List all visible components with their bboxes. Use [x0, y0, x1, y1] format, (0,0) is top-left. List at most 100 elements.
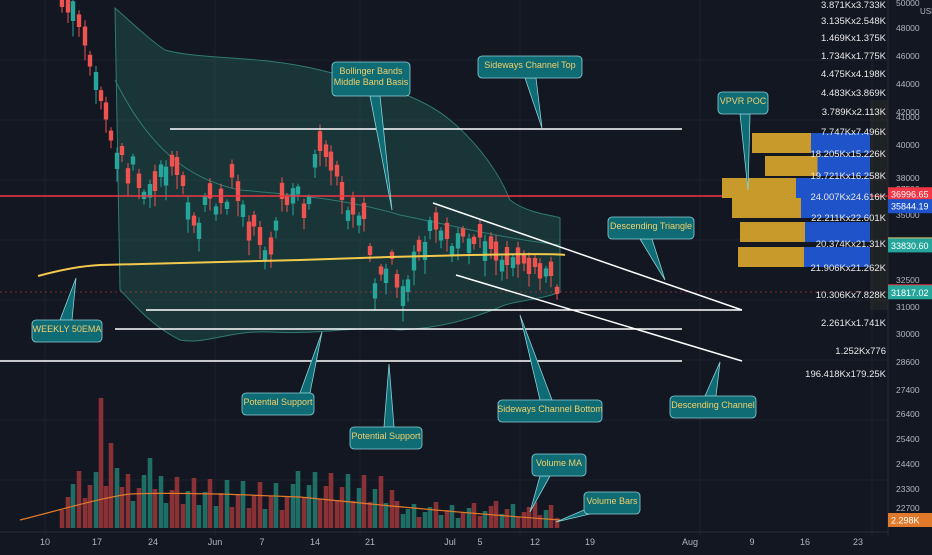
- candle-body: [427, 220, 433, 231]
- candle-body: [70, 1, 76, 21]
- candle-body: [499, 259, 505, 272]
- candle-body: [334, 164, 340, 177]
- potential-support-1-callout-text: Potential Support: [243, 397, 313, 407]
- volume-bar: [284, 497, 290, 528]
- volume-bar: [158, 476, 164, 528]
- candle-body: [328, 151, 334, 171]
- volume-bar: [59, 510, 65, 528]
- volume-bar: [125, 474, 131, 528]
- candle-body: [169, 154, 175, 167]
- candle-body: [317, 131, 323, 151]
- volume-bar: [356, 488, 362, 528]
- volume-bar: [213, 506, 219, 528]
- volume-bar: [279, 510, 285, 528]
- volume-bar: [449, 505, 455, 528]
- vpvr-label: 196.418Kx179.25K: [805, 369, 886, 380]
- sideways-top-callout-box: [477, 55, 583, 79]
- candle-body: [477, 224, 483, 238]
- volume-bar: [130, 501, 136, 528]
- vpvr-profile: 3.871Kx3.733K 3.135Kx2.548K 1.469Kx1.375K 1…: [722, 0, 888, 380]
- vpvr-poc-callout-box: [717, 91, 769, 115]
- volume-bar: [180, 504, 186, 528]
- volume-bar: [548, 505, 554, 528]
- volume-bar: [306, 485, 312, 528]
- candle-body: [405, 279, 411, 292]
- price-tick-label: 27400: [896, 385, 920, 395]
- time-tick-label: 21: [365, 537, 375, 547]
- candle-body: [301, 203, 307, 218]
- candle-body: [449, 246, 455, 255]
- volume-bar: [317, 499, 323, 528]
- time-tick-label: Jul: [444, 537, 456, 547]
- candle-body: [510, 257, 516, 268]
- volume-bar: [98, 398, 104, 528]
- candle-body: [174, 157, 180, 175]
- candle-body: [438, 230, 444, 241]
- candle-body: [372, 283, 378, 299]
- volume-bars-callout-text: Volume Bars: [586, 496, 638, 506]
- candle-body: [268, 237, 274, 255]
- bollinger-middle-band: [114, 79, 561, 246]
- candle-body: [130, 156, 136, 165]
- sideways-top-callout-text: Sideways Channel Top: [484, 60, 575, 70]
- candle-body: [389, 251, 395, 259]
- price-tick-label: 35000: [896, 210, 920, 220]
- candle-body: [76, 14, 82, 27]
- volume-bar: [427, 507, 433, 528]
- volume-bar: [301, 498, 307, 528]
- volume-bar: [246, 508, 252, 528]
- volume-bar: [163, 503, 169, 528]
- volume-bar: [235, 494, 241, 528]
- volume-bar: [471, 503, 477, 528]
- candle-body: [537, 263, 543, 279]
- vpvr-row-sell: [801, 198, 870, 218]
- candle-body: [521, 253, 527, 264]
- candle-body: [196, 222, 202, 239]
- vpvr-label: 4.475Kx4.198K: [821, 69, 887, 80]
- candle-body: [482, 241, 488, 261]
- volume-bar: [240, 481, 246, 528]
- volume-bar: [76, 471, 82, 528]
- volume-bar: [488, 506, 494, 528]
- price-tick-label: 23300: [896, 484, 920, 494]
- vpvr-poc-callout-text: VPVR POC: [720, 96, 767, 106]
- price-tick-label: 44000: [896, 79, 920, 89]
- candle-body: [59, 0, 65, 7]
- potential-support-2-callout-text: Potential Support: [351, 431, 421, 441]
- time-tick-label: 24: [148, 537, 158, 547]
- candle-body: [455, 233, 461, 249]
- candle-body: [350, 197, 356, 215]
- volume-bar: [108, 443, 114, 528]
- volume-bar: [394, 501, 400, 528]
- volume-ma-line: [19, 492, 561, 521]
- time-tick-label: Aug: [682, 537, 698, 547]
- price-badge-label: 31817.02: [891, 288, 929, 298]
- candle-body: [422, 242, 428, 260]
- volume-bar: [504, 509, 510, 528]
- volume-bar: [378, 476, 384, 528]
- candle-body: [548, 261, 554, 276]
- volume-bar: [416, 517, 422, 528]
- descending-channel-callout-box: [669, 395, 757, 419]
- volume-bar: [345, 474, 351, 528]
- volume-bar: [521, 512, 527, 528]
- vpvr-row-sell: [811, 133, 870, 153]
- vpvr-row-buy: [732, 198, 819, 218]
- candle-body: [125, 168, 131, 184]
- vpvr-label: 18.205Kx15.226K: [810, 149, 886, 160]
- volume-bar: [82, 498, 88, 528]
- vpvr-label: 22.211Kx22.601K: [811, 213, 886, 224]
- volume-bar: [334, 500, 340, 528]
- bollinger-callout-text: Middle Band Basis: [334, 77, 409, 87]
- vpvr-label: 3.135Kx2.548K: [821, 16, 887, 27]
- candle-body: [273, 220, 279, 231]
- potential-support-1-callout-box: [241, 392, 315, 416]
- vpvr-label: 24.007Kx24.616K: [810, 192, 886, 203]
- weekly-ema-callout-text: WEEKLY 50EMA: [33, 324, 102, 334]
- volume-bar: [383, 503, 389, 528]
- candle-body: [504, 247, 510, 265]
- vpvr-edge: [870, 100, 888, 310]
- volume-bar: [438, 515, 444, 528]
